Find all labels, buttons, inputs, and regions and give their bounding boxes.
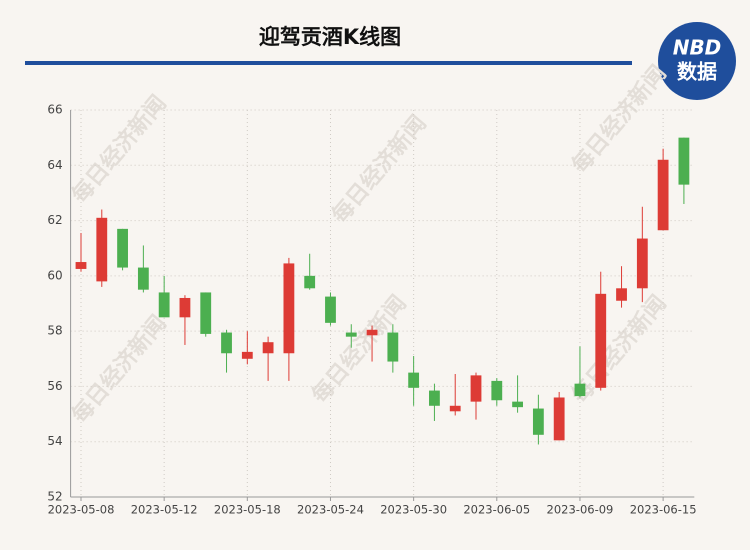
candle-body xyxy=(158,292,170,318)
candle-body xyxy=(304,275,316,289)
candle-body xyxy=(429,390,440,406)
y-tick-label: 62 xyxy=(47,213,62,227)
y-tick-label: 60 xyxy=(47,268,62,282)
candle-body xyxy=(595,293,607,388)
candle-body xyxy=(325,296,336,323)
candle-body xyxy=(75,262,87,269)
logo xyxy=(658,22,736,100)
y-tick-label: 56 xyxy=(47,379,62,393)
candle-body xyxy=(678,137,690,185)
x-tick-label: 2023-06-09 xyxy=(547,503,614,517)
candle-body xyxy=(657,159,669,231)
x-tick-label: 2023-05-12 xyxy=(131,503,198,517)
candle-body xyxy=(137,267,149,290)
candle-body xyxy=(616,288,627,301)
candle-body xyxy=(553,397,565,441)
y-tick-label: 58 xyxy=(47,324,62,338)
candle-body xyxy=(449,405,461,412)
x-tick-label: 2023-05-18 xyxy=(214,503,281,517)
candle-body xyxy=(408,372,420,388)
candle-body xyxy=(387,332,399,362)
candle-body xyxy=(636,238,648,289)
candle-body xyxy=(241,351,253,359)
x-tick-label: 2023-05-08 xyxy=(48,503,115,517)
candle-body xyxy=(283,263,295,354)
candle-body xyxy=(117,228,128,268)
candle-body xyxy=(221,332,232,354)
candle-body xyxy=(179,297,191,318)
y-tick-label: 66 xyxy=(47,103,62,117)
candle-body xyxy=(512,401,523,408)
logo-top: NBD xyxy=(673,36,722,60)
chart-title: 迎驾贡酒K线图 xyxy=(259,25,401,49)
candle-body xyxy=(96,217,108,282)
candle-body xyxy=(532,408,544,435)
x-tick-label: 2023-05-24 xyxy=(297,503,364,517)
candle-body xyxy=(200,292,212,334)
candle-body xyxy=(574,383,586,397)
y-tick-label: 54 xyxy=(47,434,62,448)
candle-body xyxy=(366,329,378,336)
logo-bottom: 数据 xyxy=(677,60,717,84)
candle-body xyxy=(262,342,274,354)
candle-body xyxy=(345,332,357,337)
candle-body xyxy=(491,380,503,401)
x-tick-label: 2023-05-30 xyxy=(380,503,447,517)
x-tick-label: 2023-06-15 xyxy=(630,503,697,517)
y-tick-label: 52 xyxy=(47,490,62,504)
title-rule xyxy=(25,61,632,65)
candle-body xyxy=(470,375,482,402)
y-tick-label: 64 xyxy=(47,158,62,172)
x-tick-label: 2023-06-05 xyxy=(463,503,530,517)
